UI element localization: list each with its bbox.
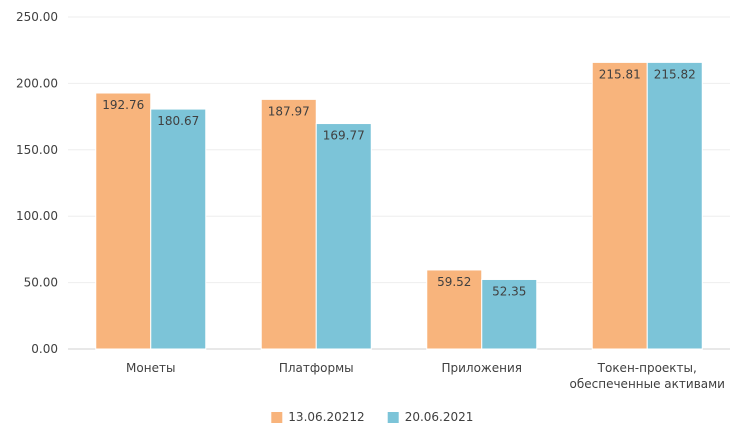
data-label: 215.81 [599,67,641,81]
bar [95,92,152,350]
bar [260,98,317,350]
data-label: 52.35 [492,284,526,298]
x-tick-label: Токен-проекты, [597,361,697,375]
x-tick-label: Платформы [279,361,354,375]
data-label: 59.52 [437,275,471,289]
legend-swatch [271,412,283,423]
y-tick-label: 200.00 [16,76,58,90]
x-tick-label: обеспеченные активами [570,377,725,391]
x-tick-label: Приложения [441,361,522,375]
data-label: 180.67 [157,114,199,128]
x-tick-label: Монеты [126,361,175,375]
data-label: 192.76 [102,98,144,112]
legend-label: 20.06.2021 [405,410,474,424]
y-tick-label: 100.00 [16,209,58,223]
bar [426,269,483,350]
y-tick-label: 0.00 [31,342,58,356]
data-label: 215.82 [654,67,696,81]
y-tick-label: 150.00 [16,143,58,157]
y-tick-label: 250.00 [16,10,58,24]
legend-swatch [387,412,399,423]
bar [315,123,372,350]
bar [150,108,207,350]
bar [481,278,538,350]
data-label: 169.77 [323,129,365,143]
data-label: 187.97 [268,104,310,118]
bar [646,61,703,350]
legend-label: 13.06.20212 [288,410,364,424]
y-tick-label: 50.00 [24,276,58,290]
bar [591,61,648,350]
